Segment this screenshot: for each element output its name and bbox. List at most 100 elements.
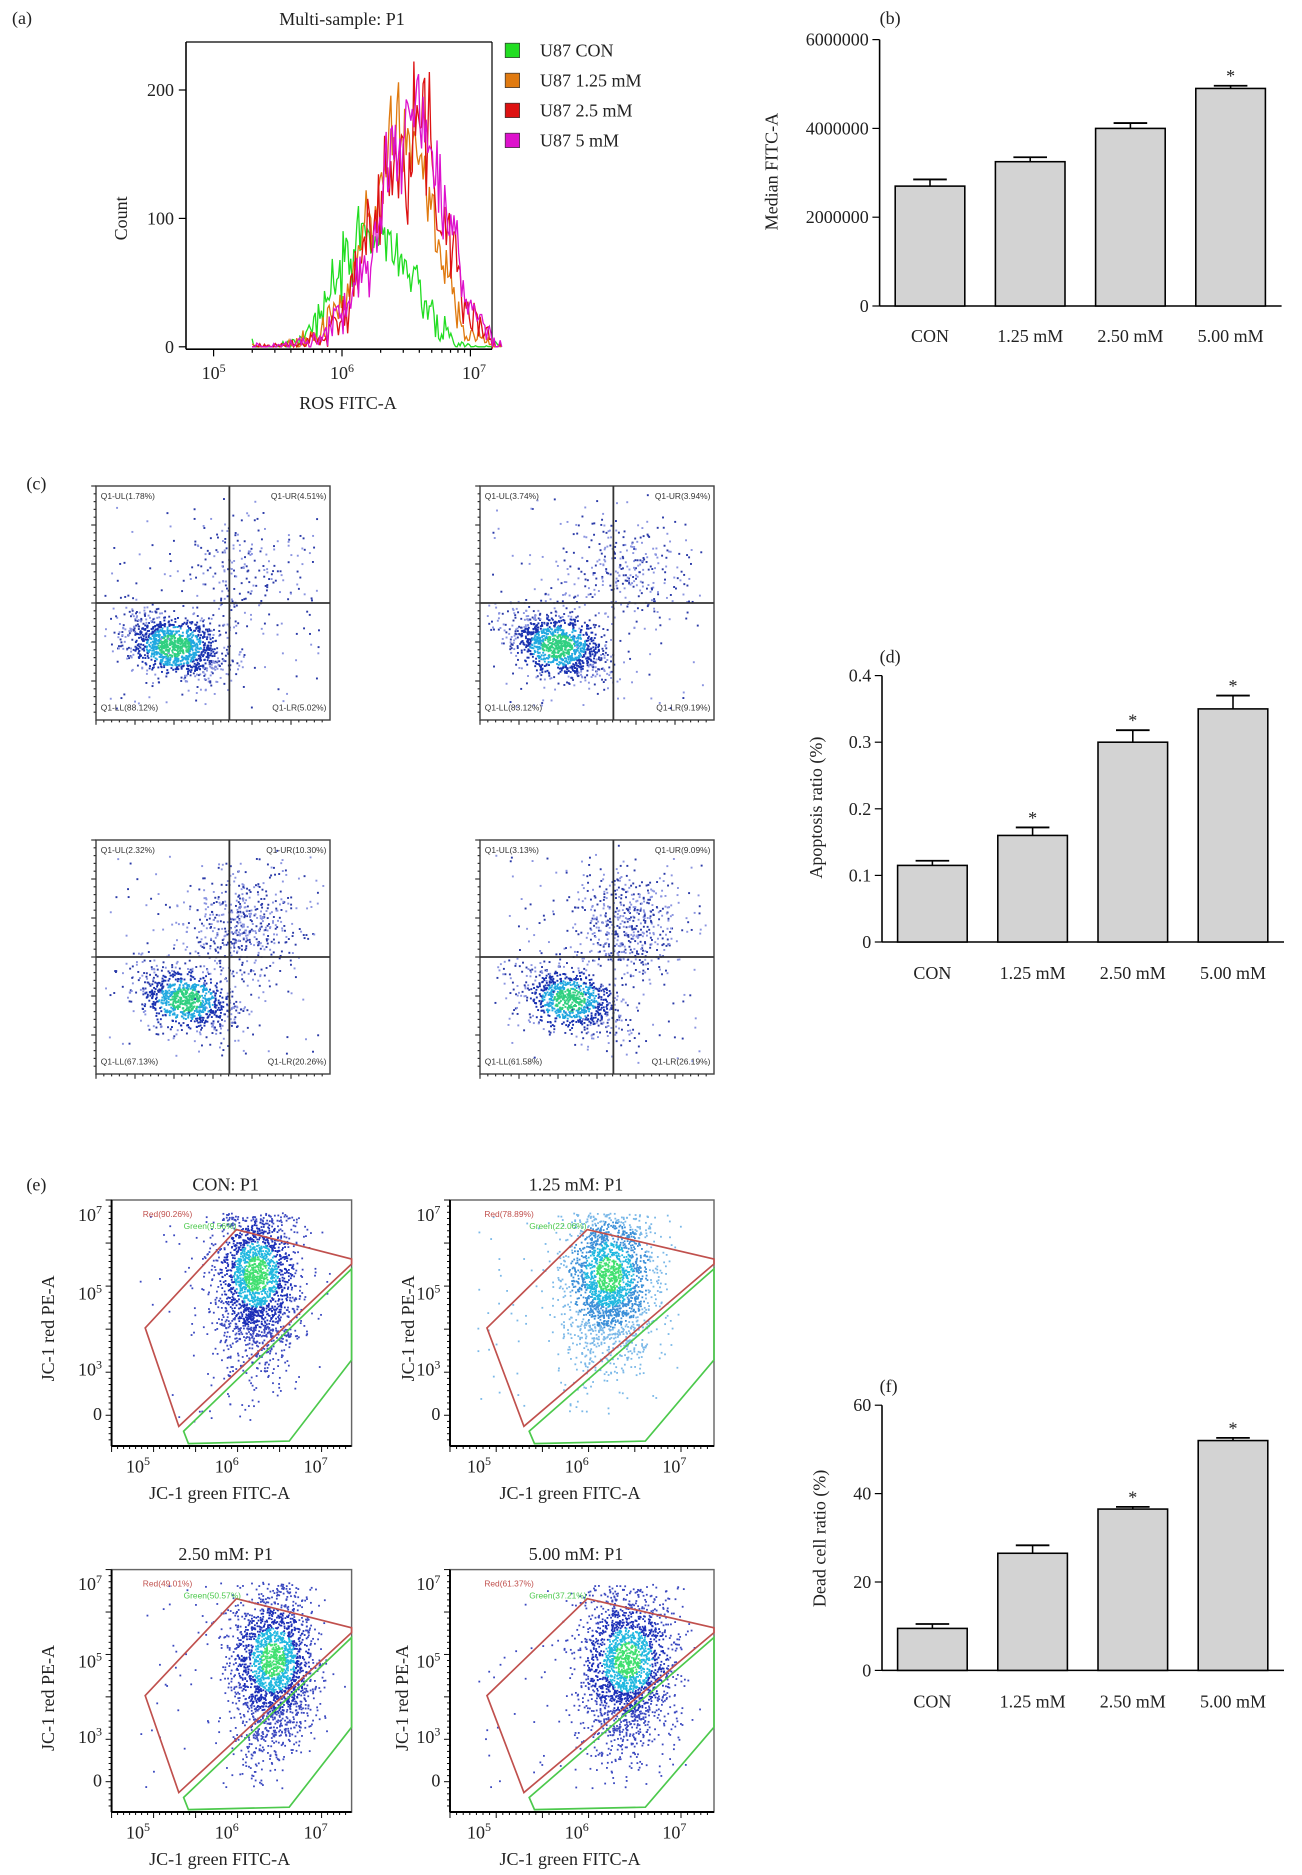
legend-label-3: U87 5 mM — [540, 130, 619, 150]
event-dot — [164, 641, 167, 644]
event-dot — [178, 967, 181, 970]
event-dot — [141, 952, 144, 955]
event-dot — [624, 596, 627, 599]
event-dot — [183, 674, 186, 677]
event-dot — [593, 522, 596, 525]
event-dot — [558, 634, 561, 637]
event-dot — [503, 629, 506, 632]
event-dot — [119, 596, 122, 599]
event-dot — [279, 954, 282, 957]
event-dot — [574, 595, 577, 598]
event-dot — [135, 624, 138, 627]
event-dot — [258, 886, 261, 888]
event-dot — [148, 645, 151, 648]
event-dot — [119, 645, 122, 648]
event-dot — [602, 945, 605, 948]
event-dot — [197, 984, 200, 987]
event-dot — [191, 1007, 194, 1010]
event-dot — [198, 888, 201, 891]
event-dot — [214, 997, 217, 1000]
event-dot — [551, 646, 554, 649]
event-dot — [242, 980, 245, 983]
event-dot — [682, 697, 685, 699]
event-dot — [573, 583, 576, 586]
event-dot — [177, 640, 180, 643]
event-dot — [179, 1000, 182, 1003]
event-dot — [212, 614, 215, 617]
event-dot — [220, 913, 223, 916]
event-dot — [203, 889, 206, 892]
event-dot — [175, 962, 178, 965]
event-dot — [173, 659, 176, 662]
event-dot — [194, 666, 197, 669]
event-dot — [187, 1014, 190, 1017]
event-dot — [128, 630, 131, 632]
event-dot — [579, 680, 582, 683]
event-dot — [234, 1039, 237, 1042]
event-dot — [165, 648, 168, 651]
event-dot — [570, 658, 573, 661]
event-dot — [533, 623, 536, 626]
event-dot — [237, 622, 240, 625]
event-dot — [295, 659, 298, 662]
event-dot — [212, 1011, 215, 1014]
event-dot — [602, 564, 605, 567]
event-dot — [232, 514, 235, 517]
event-dot — [601, 518, 604, 521]
event-dot — [540, 578, 543, 581]
event-dot — [615, 584, 618, 587]
event-dot — [172, 644, 175, 646]
event-dot — [155, 635, 158, 637]
event-dot — [149, 994, 152, 997]
event-dot — [186, 661, 189, 664]
event-dot — [577, 1011, 579, 1014]
event-dot — [281, 652, 284, 655]
event-dot — [553, 655, 556, 658]
event-dot — [309, 632, 311, 635]
event-dot — [210, 661, 213, 664]
event-dot — [574, 651, 577, 654]
event-dot — [194, 988, 197, 991]
event-dot — [236, 950, 239, 953]
event-dot — [189, 671, 192, 673]
event-dot — [142, 635, 145, 638]
event-dot — [529, 644, 532, 647]
event-dot — [238, 934, 241, 937]
event-dot — [521, 629, 524, 632]
event-dot — [536, 662, 539, 665]
event-dot — [565, 670, 568, 673]
event-dot — [110, 617, 113, 620]
event-dot — [564, 1000, 567, 1003]
event-dot — [641, 561, 644, 564]
event-dot — [641, 527, 644, 530]
event-dot — [166, 646, 169, 649]
event-dot — [647, 584, 650, 586]
event-dot — [526, 641, 529, 644]
event-dot — [550, 645, 553, 648]
event-dot — [570, 657, 573, 659]
event-dot — [206, 971, 209, 974]
event-dot — [567, 656, 570, 659]
event-dot — [172, 973, 174, 976]
event-dot — [239, 928, 242, 931]
event-dot — [132, 653, 135, 656]
event-dot — [196, 615, 199, 617]
event-dot — [619, 551, 622, 554]
event-dot — [193, 1012, 196, 1015]
event-dot — [589, 1024, 592, 1026]
event-dot — [322, 884, 325, 887]
event-dot — [553, 621, 556, 624]
event-dot — [221, 939, 224, 942]
event-dot — [144, 624, 147, 627]
event-dot — [316, 902, 319, 905]
event-dot — [204, 651, 207, 654]
event-dot — [198, 1009, 201, 1012]
event-dot — [196, 1010, 199, 1013]
event-dot — [554, 614, 557, 617]
event-dot — [273, 545, 275, 548]
event-dot — [175, 666, 178, 669]
event-dot — [144, 1010, 147, 1012]
event-dot — [188, 652, 191, 655]
event-dot — [185, 646, 188, 649]
event-dot — [291, 952, 294, 955]
